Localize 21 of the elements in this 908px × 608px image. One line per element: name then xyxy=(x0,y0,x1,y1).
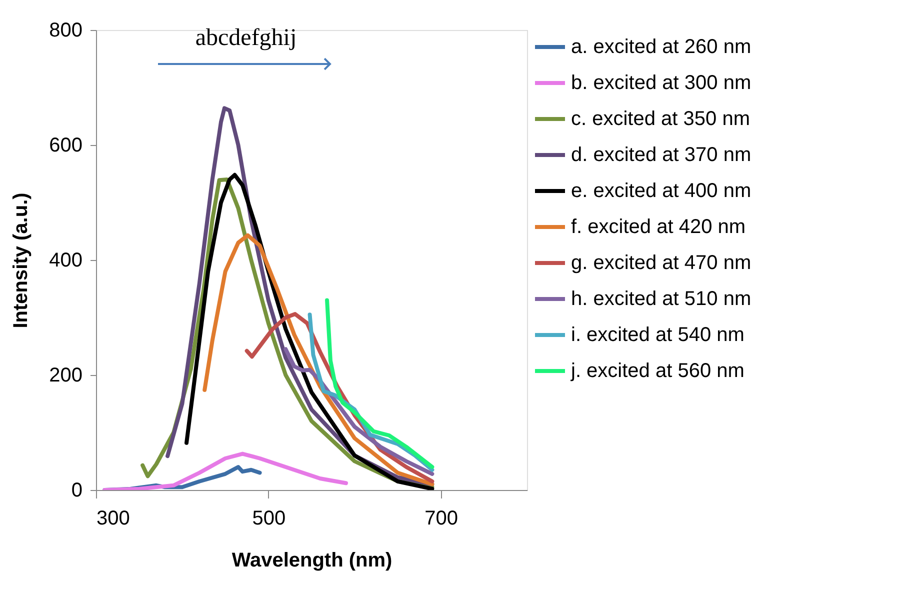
legend-label: f. excited at 420 nm xyxy=(571,216,746,238)
y-tick-label: 800 xyxy=(49,20,82,42)
y-tick-label: 400 xyxy=(49,250,82,272)
y-axis-title: Intensity (a.u.) xyxy=(10,192,32,328)
x-tick-label: 700 xyxy=(424,508,458,530)
y-tick-label: 200 xyxy=(49,364,82,386)
x-axis-title: Wavelength (nm) xyxy=(232,550,392,572)
x-tick-label: 300 xyxy=(96,508,130,530)
legend-label: j. excited at 560 nm xyxy=(570,360,744,382)
legend-label: c. excited at 350 nm xyxy=(571,108,750,130)
legend-label: g. excited at 470 nm xyxy=(571,252,752,274)
y-tick-label: 0 xyxy=(71,480,82,502)
legend-label: d. excited at 370 nm xyxy=(571,144,752,166)
legend-label: a. excited at 260 nm xyxy=(571,36,752,58)
legend-label: i. excited at 540 nm xyxy=(571,324,744,346)
annotation: abcdefghij xyxy=(195,25,297,51)
x-tick-label: 500 xyxy=(252,508,286,530)
legend-label: h. excited at 510 nm xyxy=(571,288,752,310)
legend-label: b. excited at 300 nm xyxy=(571,72,752,94)
legend-label: e. excited at 400 nm xyxy=(571,180,752,202)
y-tick-label: 600 xyxy=(49,134,82,156)
